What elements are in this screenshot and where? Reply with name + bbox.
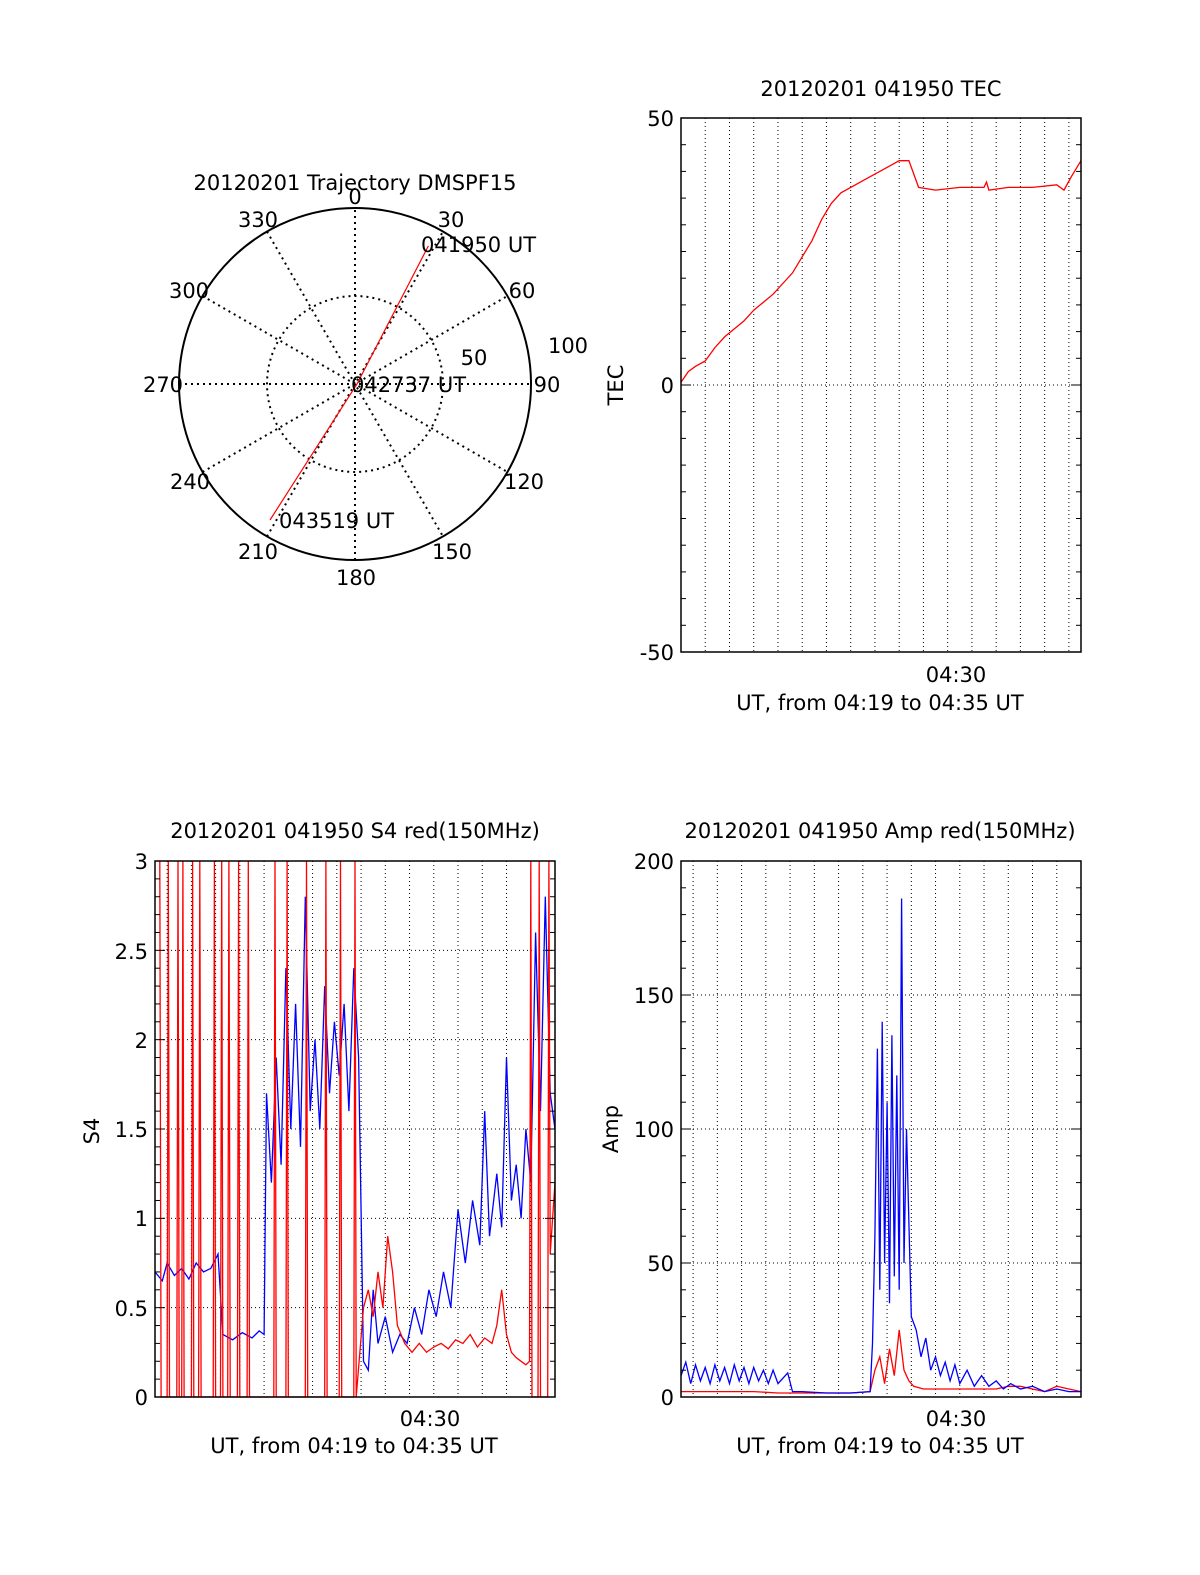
amp-xtick-0430: 04:30 (926, 1407, 987, 1431)
amp-ytick-0: 0 (661, 1386, 674, 1410)
polar-azimuth-label-270: 270 (143, 373, 183, 397)
polar-azimuth-label-150: 150 (432, 540, 472, 564)
polar-azimuth-labels: 0 30 60 90 120 150 180 210 240 270 300 330 (143, 185, 560, 590)
amp-xlabel: UT, from 04:19 to 04:35 UT (736, 1434, 1024, 1458)
s4-ytick-0: 0 (135, 1386, 148, 1410)
polar-trajectory-line (269, 245, 429, 521)
s4-panel: 20120201 041950 S4 red(150MHz) 0 0.5 1 1… (80, 819, 556, 1458)
polar-start-time-label: 041950 UT (421, 233, 536, 257)
polar-azimuth-label-60: 60 (509, 279, 536, 303)
polar-spokes (179, 208, 531, 560)
tec-series (680, 160, 1082, 383)
polar-middle-time-label: 042737 UT (351, 373, 466, 397)
tec-ytick-minus50: -50 (640, 641, 674, 665)
amp-series (680, 898, 1082, 1394)
tec-ytick-0: 0 (661, 374, 674, 398)
polar-title: 20120201 Trajectory DMSPF15 (193, 171, 516, 195)
polar-azimuth-label-30: 30 (438, 208, 465, 232)
s4-title: 20120201 041950 S4 red(150MHz) (170, 819, 540, 843)
tec-ytick-50: 50 (647, 107, 674, 131)
amp-title: 20120201 041950 Amp red(150MHz) (684, 819, 1075, 843)
s4-xtick-0430: 04:30 (400, 1407, 461, 1431)
polar-panel: 20120201 Trajectory DMSPF15 0 30 60 90 120 15… (143, 171, 588, 590)
s4-ytick-2.5: 2.5 (115, 940, 148, 964)
polar-azimuth-label-180: 180 (336, 566, 376, 590)
polar-spoke-150 (266, 231, 444, 537)
tec-xlabel: UT, from 04:19 to 04:35 UT (736, 691, 1024, 715)
polar-azimuth-label-330: 330 (238, 208, 278, 232)
amp-ticks (681, 860, 1081, 1398)
s4-ytick-0.5: 0.5 (115, 1297, 148, 1321)
tec-series-line-0 (680, 160, 1082, 383)
s4-ytick-1.5: 1.5 (115, 1118, 148, 1142)
amp-ytick-100: 100 (634, 1118, 674, 1142)
s4-ylabel: S4 (80, 1118, 104, 1145)
s4-ticks (155, 860, 555, 1398)
tec-ylabel: TEC (604, 365, 628, 407)
polar-azimuth-label-120: 120 (504, 470, 544, 494)
amp-ylabel: Amp (599, 1105, 623, 1153)
amp-ytick-200: 200 (634, 850, 674, 874)
polar-azimuth-label-90: 90 (534, 373, 561, 397)
tec-grid (681, 118, 1081, 652)
polar-azimuth-label-300: 300 (169, 279, 209, 303)
amp-panel: 20120201 041950 Amp red(150MHz) 0 50 100… (599, 819, 1082, 1458)
polar-radial-label-50: 50 (461, 346, 488, 370)
tec-panel: 20120201 041950 TEC 50 0 -50 04:30 UT, f… (604, 77, 1082, 715)
amp-series-line-1 (680, 898, 1081, 1394)
tec-title: 20120201 041950 TEC (760, 77, 1001, 101)
s4-xlabel: UT, from 04:19 to 04:35 UT (210, 1434, 498, 1458)
s4-series-line-0 (154, 896, 556, 1373)
polar-radial-label-100: 100 (548, 334, 588, 358)
amp-series-line-0 (681, 1329, 1082, 1394)
polar-end-time-label: 043519 UT (279, 509, 394, 533)
tec-ticks (681, 117, 1081, 653)
polar-azimuth-label-240: 240 (170, 470, 210, 494)
tec-xtick-0430: 04:30 (926, 663, 987, 687)
amp-ytick-150: 150 (634, 984, 674, 1008)
s4-ytick-3: 3 (135, 850, 148, 874)
polar-azimuth-label-210: 210 (238, 540, 278, 564)
polar-azimuth-label-0: 0 (348, 185, 361, 209)
amp-ytick-50: 50 (647, 1252, 674, 1276)
s4-ytick-1: 1 (135, 1207, 148, 1231)
s4-ytick-2: 2 (135, 1029, 148, 1053)
